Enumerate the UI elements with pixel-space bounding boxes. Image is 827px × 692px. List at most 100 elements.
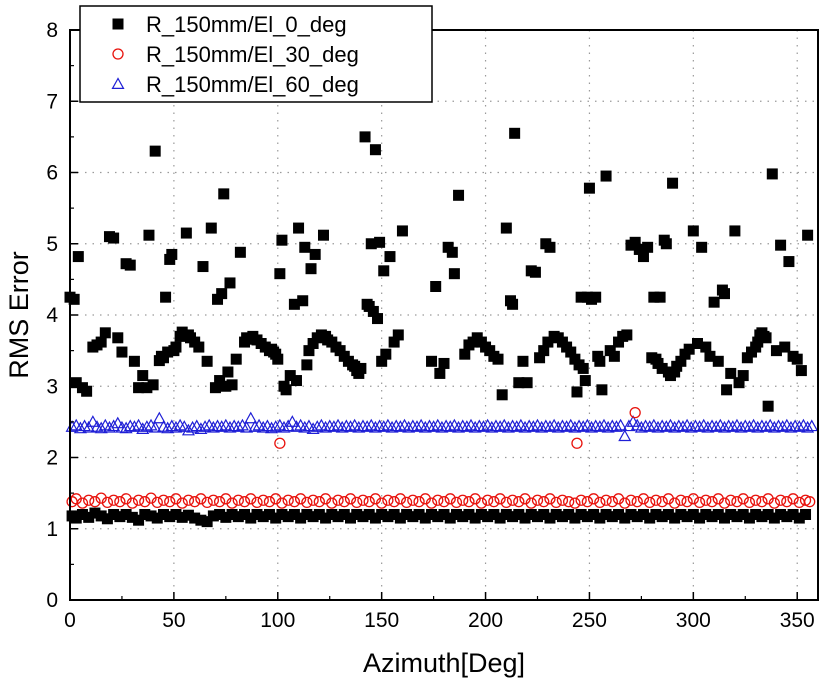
- data-point: [453, 189, 465, 201]
- data-point: [306, 422, 320, 434]
- data-point: [393, 420, 407, 432]
- data-point: [435, 420, 449, 433]
- data-point: [625, 494, 637, 506]
- data-point: [743, 512, 755, 524]
- data-point: [72, 251, 84, 263]
- data-point: [787, 509, 799, 520]
- data-point: [195, 514, 207, 526]
- data-point: [634, 420, 648, 433]
- data-point: [507, 298, 519, 310]
- data-point: [123, 419, 137, 432]
- data-point: [176, 511, 188, 523]
- data-point: [334, 345, 346, 357]
- data-point: [802, 229, 814, 241]
- data-point: [569, 353, 581, 365]
- data-point: [551, 420, 565, 433]
- data-point: [672, 419, 686, 432]
- data-point: [801, 420, 815, 433]
- data-point: [774, 494, 787, 506]
- data-point: [659, 420, 673, 432]
- data-point: [506, 419, 520, 432]
- data-point: [294, 493, 307, 505]
- y-axis-title: RMS Error: [4, 251, 34, 379]
- data-point: [448, 268, 460, 280]
- data-point: [301, 509, 313, 520]
- data-point: [594, 496, 606, 509]
- data-point: [688, 419, 702, 432]
- data-point: [655, 419, 669, 432]
- data-point: [691, 338, 703, 349]
- data-point: [176, 497, 188, 509]
- data-point: [432, 494, 444, 506]
- data-point: [768, 512, 780, 524]
- data-point: [585, 420, 599, 433]
- data-point: [277, 420, 291, 433]
- data-point: [500, 509, 512, 520]
- data-point: [288, 509, 300, 520]
- data-point: [609, 420, 623, 432]
- data-point: [737, 509, 749, 520]
- data-point: [282, 511, 294, 523]
- data-point: [274, 268, 286, 280]
- data-point: [532, 511, 543, 523]
- data-point: [373, 419, 387, 432]
- data-point: [485, 420, 499, 433]
- data-point: [182, 509, 194, 521]
- data-point: [367, 305, 379, 317]
- data-point: [207, 494, 220, 506]
- data-point: [651, 420, 665, 433]
- data-point: [494, 493, 506, 505]
- data-point: [245, 493, 257, 505]
- data-point: [572, 419, 586, 432]
- data-point: [563, 496, 575, 508]
- data-point: [70, 377, 82, 389]
- data-point: [288, 496, 301, 508]
- data-point: [157, 494, 170, 506]
- y-tick-label: 6: [46, 162, 58, 185]
- data-point: [600, 494, 612, 506]
- data-point: [359, 131, 371, 143]
- data-point: [401, 509, 413, 520]
- data-point: [507, 511, 519, 523]
- data-point: [633, 243, 645, 255]
- data-point: [457, 511, 469, 523]
- data-point: [307, 338, 319, 349]
- data-point: [662, 509, 674, 520]
- data-point: [298, 420, 312, 433]
- data-point: [482, 511, 494, 523]
- data-point: [772, 419, 786, 432]
- data-point: [693, 420, 707, 432]
- data-point: [737, 493, 749, 505]
- data-point: [521, 377, 533, 389]
- data-point: [369, 512, 381, 524]
- data-point: [139, 496, 151, 508]
- data-point: [750, 509, 762, 520]
- data-point: [450, 496, 463, 509]
- data-point: [351, 496, 363, 509]
- data-point: [510, 420, 524, 432]
- data-point: [272, 353, 284, 365]
- data-point: [376, 509, 388, 520]
- data-point: [114, 511, 126, 523]
- data-point: [571, 437, 583, 449]
- data-point: [644, 496, 656, 509]
- data-point: [488, 496, 500, 508]
- data-point: [542, 336, 554, 348]
- data-point: [488, 509, 500, 520]
- data-point: [128, 355, 140, 367]
- data-point: [81, 385, 93, 397]
- data-point: [776, 420, 790, 432]
- x-tick-label: 250: [572, 609, 607, 632]
- data-point: [741, 352, 753, 364]
- data-point: [446, 246, 458, 258]
- data-point: [274, 437, 286, 449]
- data-point: [161, 421, 175, 434]
- data-point: [149, 145, 161, 157]
- data-point: [323, 419, 337, 432]
- data-point: [513, 377, 525, 389]
- data-point: [760, 332, 772, 344]
- y-tick-label: 0: [46, 589, 58, 612]
- data-point: [269, 420, 283, 432]
- data-point: [99, 327, 111, 339]
